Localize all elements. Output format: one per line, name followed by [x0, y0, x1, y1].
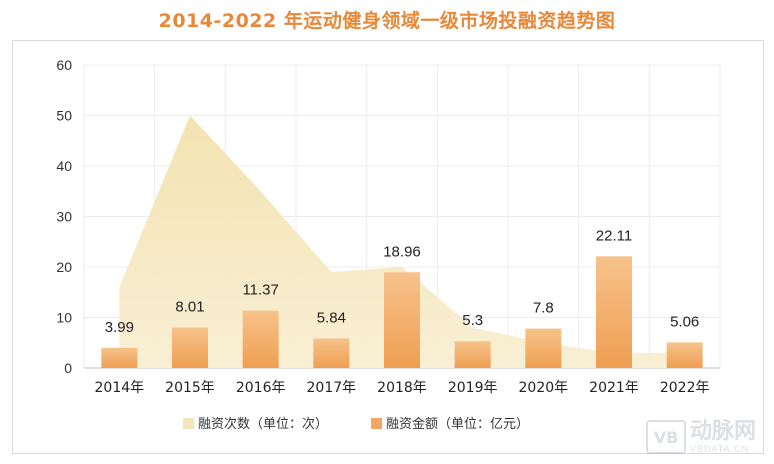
y-tick-label: 40	[56, 158, 72, 174]
bar-amount	[172, 327, 208, 368]
data-label: 5.84	[317, 310, 346, 327]
data-label: 18.96	[383, 243, 421, 260]
data-label: 11.37	[242, 282, 278, 299]
x-tick-label: 2017年	[307, 380, 357, 396]
bar-amount	[454, 341, 491, 368]
chart-title: 2014-2022 年运动健身领域一级市场投融资趋势图	[158, 10, 616, 32]
watermark-brand: 动脉网	[689, 418, 756, 444]
legend-swatch-count	[183, 418, 194, 429]
x-tick-label: 2020年	[519, 380, 569, 396]
data-label: 3.99	[105, 319, 134, 336]
bar-amount	[242, 310, 279, 368]
data-label: 5.3	[462, 312, 483, 329]
bar-amount	[666, 342, 703, 368]
legend-swatch-amount	[371, 418, 382, 429]
x-tick-label: 2018年	[377, 380, 427, 396]
y-tick-label: 10	[56, 310, 72, 326]
legend-label-count: 融资次数（单位：次）	[198, 416, 328, 432]
bar-amount	[313, 338, 350, 368]
y-tick-label: 20	[56, 259, 72, 275]
y-tick-label: 60	[56, 57, 72, 73]
watermark-logo: VB	[645, 420, 686, 454]
x-tick-label: 2014年	[95, 380, 145, 396]
y-tick-label: 30	[56, 209, 72, 225]
x-tick-label: 2016年	[236, 380, 286, 396]
x-tick-label: 2022年	[660, 380, 710, 396]
y-tick-label: 0	[64, 360, 72, 376]
legend-label-amount: 融资金额（单位：亿元）	[386, 416, 529, 432]
x-tick-label: 2021年	[589, 380, 639, 396]
x-tick-label: 2019年	[448, 380, 498, 396]
y-tick-label: 50	[56, 108, 72, 124]
bar-amount	[101, 347, 138, 368]
chart-frame	[12, 40, 764, 454]
watermark: VB 动脉网 VBDATA.CN	[645, 418, 756, 454]
data-label: 7.8	[533, 300, 554, 317]
data-label: 8.01	[175, 299, 204, 316]
bar-amount	[384, 272, 420, 368]
x-tick-label: 2015年	[165, 380, 215, 396]
area-series-count	[119, 115, 685, 368]
data-label: 5.06	[670, 313, 699, 330]
data-label: 22.11	[596, 227, 632, 244]
watermark-site: VBDATA.CN	[689, 443, 750, 454]
bar-amount	[596, 256, 632, 368]
bar-amount	[525, 328, 562, 368]
